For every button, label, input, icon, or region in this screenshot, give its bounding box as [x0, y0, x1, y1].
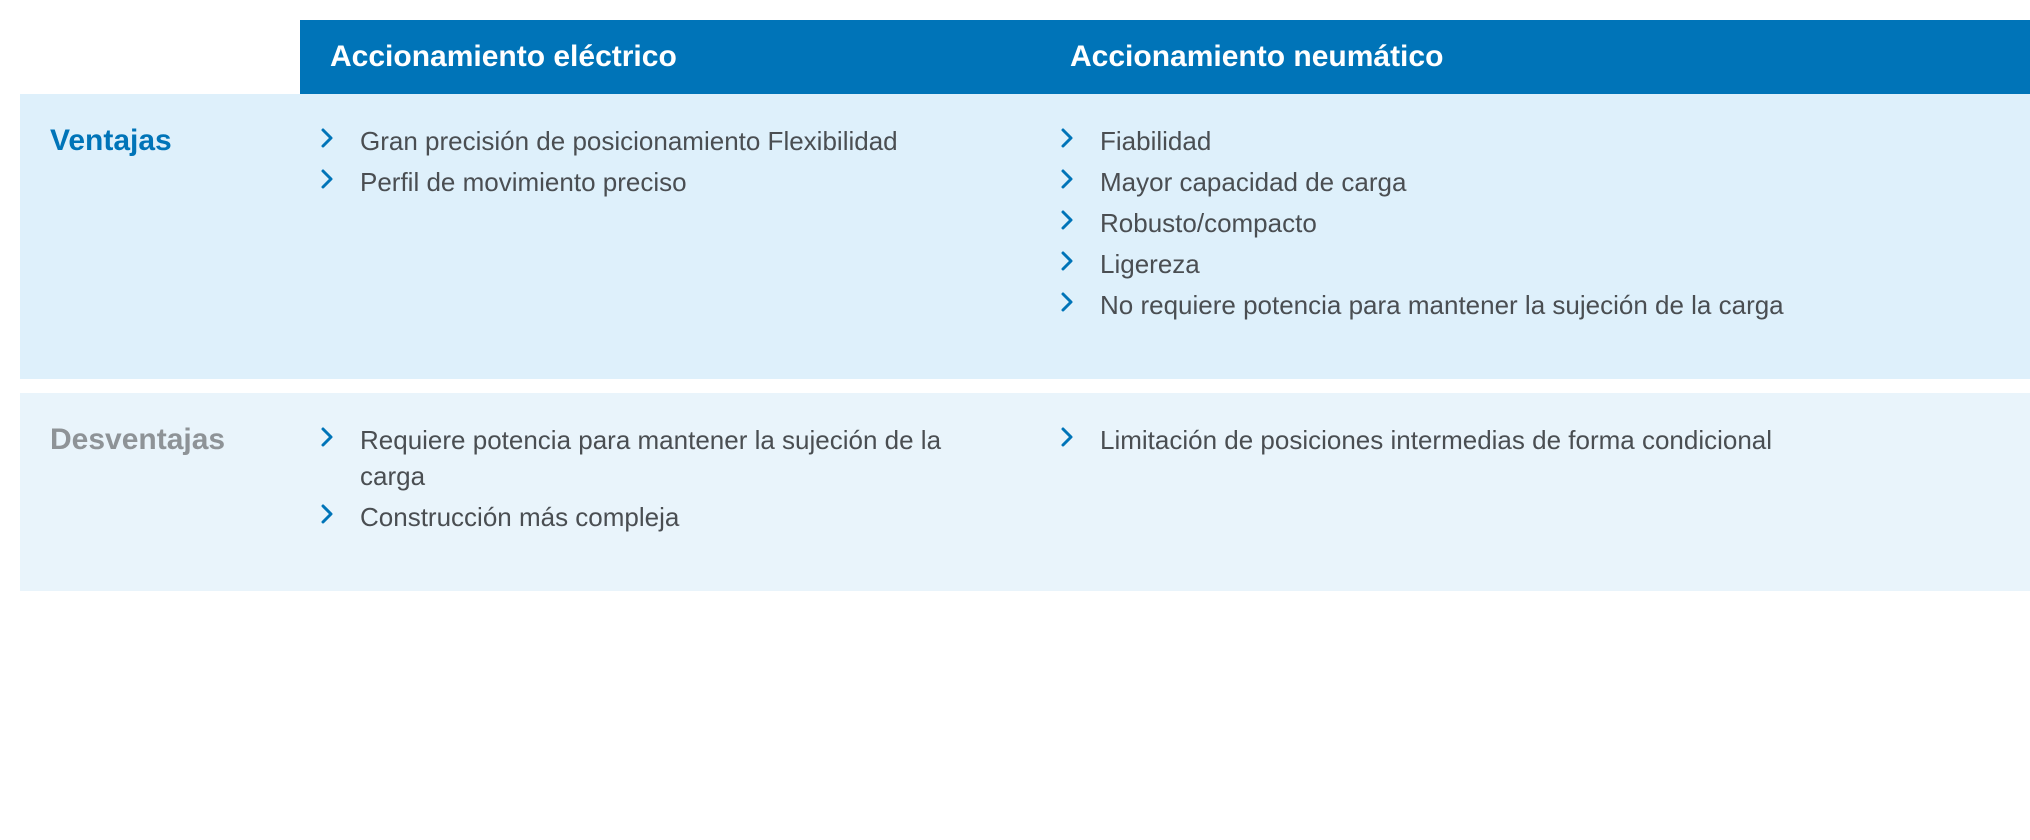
chevron-icon: [1060, 208, 1084, 232]
list-item: Robusto/compacto: [1060, 206, 2020, 241]
list-item: Construcción más compleja: [320, 500, 1010, 535]
list-item: Perfil de movimiento preciso: [320, 165, 1010, 200]
row-label: Ventajas: [20, 94, 300, 379]
chevron-icon: [1060, 425, 1084, 449]
body-cell-col2: Limitación de posiciones intermedias de …: [1040, 393, 2030, 590]
chevron-icon: [320, 425, 344, 449]
body-cell-col1: Requiere potencia para mantener la sujec…: [300, 393, 1040, 590]
item-list: Limitación de posiciones intermedias de …: [1060, 423, 2020, 458]
chevron-icon: [1060, 290, 1084, 314]
row-label: Desventajas: [20, 393, 300, 590]
chevron-icon: [320, 167, 344, 191]
chevron-icon: [320, 126, 344, 150]
list-item: No requiere potencia para mantener la su…: [1060, 288, 2020, 323]
item-text: Construcción más compleja: [360, 500, 1010, 535]
item-text: Mayor capacidad de carga: [1100, 165, 2020, 200]
list-item: Requiere potencia para mantener la sujec…: [320, 423, 1010, 493]
item-text: Robusto/compacto: [1100, 206, 2020, 241]
chevron-icon: [1060, 167, 1084, 191]
item-text: No requiere potencia para mantener la su…: [1100, 288, 2020, 323]
header-empty-cell: [20, 20, 300, 94]
body-cell-col2: Fiabilidad Mayor capacidad de carga Robu…: [1040, 94, 2030, 379]
item-text: Limitación de posiciones intermedias de …: [1100, 423, 2020, 458]
item-list: Fiabilidad Mayor capacidad de carga Robu…: [1060, 124, 2020, 323]
item-list: Gran precisión de posicionamiento Flexib…: [320, 124, 1010, 200]
comparison-table: Accionamiento eléctrico Accionamiento ne…: [20, 20, 2030, 591]
list-item: Ligereza: [1060, 247, 2020, 282]
header-col1: Accionamiento eléctrico: [300, 20, 1040, 94]
list-item: Gran precisión de posicionamiento Flexib…: [320, 124, 1010, 159]
header-col2: Accionamiento neumático: [1040, 20, 2030, 94]
chevron-icon: [1060, 249, 1084, 273]
list-item: Fiabilidad: [1060, 124, 2020, 159]
chevron-icon: [320, 502, 344, 526]
list-item: Mayor capacidad de carga: [1060, 165, 2020, 200]
chevron-icon: [1060, 126, 1084, 150]
item-text: Ligereza: [1100, 247, 2020, 282]
list-item: Limitación de posiciones intermedias de …: [1060, 423, 2020, 458]
item-text: Perfil de movimiento preciso: [360, 165, 1010, 200]
item-text: Gran precisión de posicionamiento Flexib…: [360, 124, 1010, 159]
item-list: Requiere potencia para mantener la sujec…: [320, 423, 1010, 534]
row-gap: [20, 379, 2030, 393]
body-cell-col1: Gran precisión de posicionamiento Flexib…: [300, 94, 1040, 379]
item-text: Fiabilidad: [1100, 124, 2020, 159]
item-text: Requiere potencia para mantener la sujec…: [360, 423, 1010, 493]
